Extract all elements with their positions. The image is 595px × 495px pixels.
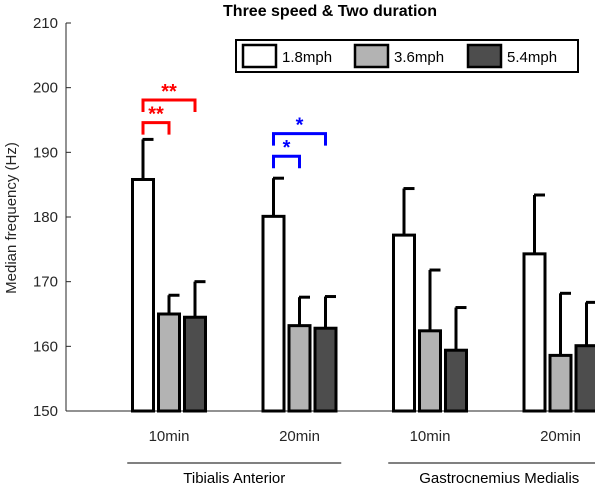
legend: 1.8mph 3.6mph 5.4mph bbox=[235, 39, 579, 73]
significance-label: * bbox=[283, 137, 291, 159]
legend-label: 3.6mph bbox=[394, 49, 444, 66]
y-tick-label: 190 bbox=[33, 144, 58, 161]
x-tick-labels: 10min 20min 10min 20min bbox=[149, 428, 581, 445]
legend-swatch-1.8mph bbox=[241, 43, 278, 69]
bar-1.8mph-3 bbox=[522, 252, 547, 413]
x-tick-label: 20min bbox=[540, 428, 581, 445]
bar-3.6mph-0 bbox=[157, 312, 181, 413]
x-tick-label: 10min bbox=[410, 428, 451, 445]
x-tick-label: 20min bbox=[279, 428, 320, 445]
significance-bracket bbox=[141, 121, 171, 135]
bar-3.6mph-2 bbox=[418, 329, 442, 413]
bar-1.8mph-1 bbox=[261, 214, 286, 413]
significance-bracket bbox=[141, 98, 197, 112]
y-tick-label: 170 bbox=[33, 274, 58, 291]
chart-title: Three speed & Two duration bbox=[223, 3, 437, 20]
legend-swatch-5.4mph bbox=[466, 43, 503, 69]
bars-layer bbox=[131, 177, 595, 413]
bar-5.4mph-1 bbox=[313, 326, 338, 413]
group-labels: Tibialis Anterior Gastrocnemius Medialis bbox=[127, 462, 595, 487]
y-axis-label: Median frequency (Hz) bbox=[3, 142, 20, 294]
bar-5.4mph-2 bbox=[444, 348, 468, 413]
error-bars-layer bbox=[141, 137, 595, 356]
y-tick-label: 180 bbox=[33, 209, 58, 226]
legend-label: 5.4mph bbox=[507, 49, 557, 66]
legend-label: 1.8mph bbox=[282, 49, 332, 66]
bar-1.8mph-2 bbox=[392, 233, 416, 413]
significance-label: * bbox=[296, 115, 304, 137]
legend-box bbox=[235, 39, 579, 73]
y-tick-label: 200 bbox=[33, 80, 58, 97]
bar-1.8mph-0 bbox=[131, 177, 155, 413]
x-tick-label: 10min bbox=[149, 428, 190, 445]
group-label: Gastrocnemius Medialis bbox=[419, 470, 579, 487]
significance-layer: ****** bbox=[141, 81, 327, 169]
significance-bracket bbox=[272, 154, 301, 169]
significance-label: ** bbox=[148, 104, 164, 126]
group-label: Tibialis Anterior bbox=[183, 470, 285, 487]
bar-5.4mph-0 bbox=[183, 315, 207, 413]
y-tick-label: 160 bbox=[33, 338, 58, 355]
y-tick-label: 210 bbox=[33, 15, 58, 32]
bar-5.4mph-3 bbox=[574, 344, 595, 413]
y-tick-label: 150 bbox=[33, 403, 58, 420]
significance-label: ** bbox=[161, 81, 177, 103]
significance-bracket bbox=[272, 132, 327, 146]
bar-3.6mph-3 bbox=[548, 353, 573, 413]
legend-swatch-3.6mph bbox=[353, 43, 390, 69]
bar-3.6mph-1 bbox=[287, 324, 312, 413]
